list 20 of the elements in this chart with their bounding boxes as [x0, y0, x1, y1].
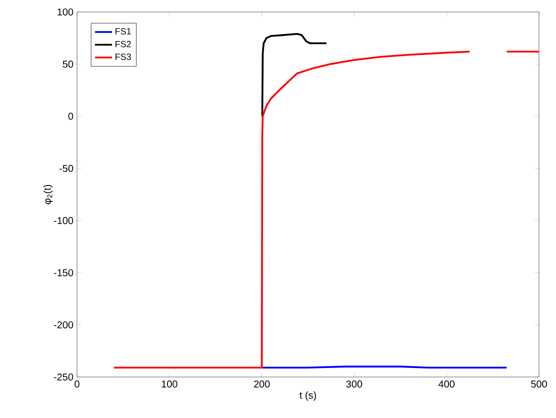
x-tick-label: 300	[346, 380, 362, 388]
x-tick-label: 100	[162, 380, 178, 388]
y-tick-label: -250	[54, 373, 74, 381]
legend-label: FS1	[116, 28, 131, 34]
y-tick-label: -100	[54, 217, 74, 224]
y-tick-label: -50	[60, 164, 74, 172]
line-series	[261, 33, 328, 118]
legend-label: FS3	[116, 54, 131, 60]
x-axis-title: t (s)	[300, 391, 316, 401]
y-tick-label: 50	[62, 60, 74, 68]
legend-label: FS2	[116, 40, 131, 48]
x-tick-label: 500	[531, 380, 547, 388]
x-tick-label: 200	[254, 380, 270, 388]
y-tick-label: -200	[54, 321, 74, 328]
x-tick-label: 400	[438, 380, 455, 388]
y-tick-label: 100	[58, 8, 74, 16]
y-tick-label: -150	[54, 269, 74, 276]
y-axis-title: φ$_{2}$(t)	[43, 184, 53, 204]
y-tick-label: 0	[68, 112, 74, 120]
x-tick-label: 0	[74, 380, 80, 388]
